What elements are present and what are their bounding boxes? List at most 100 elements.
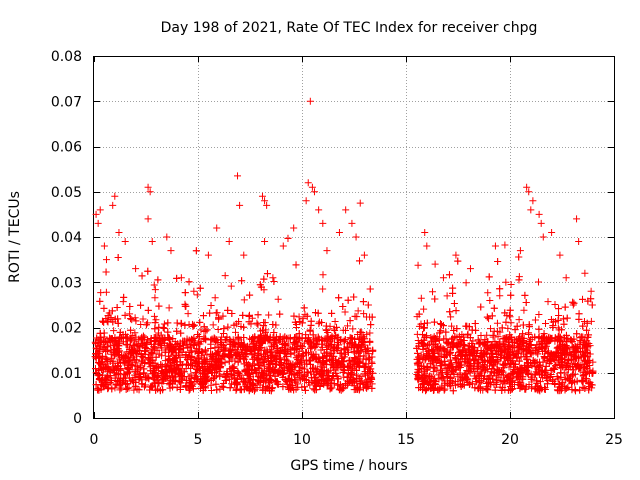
roti-point xyxy=(430,354,438,362)
roti-point xyxy=(216,372,224,380)
roti-point xyxy=(254,311,262,319)
roti-point xyxy=(212,380,220,388)
roti-point xyxy=(419,324,427,332)
roti-point xyxy=(483,350,491,358)
roti-point xyxy=(344,369,352,377)
roti-point xyxy=(527,350,535,358)
roti-point xyxy=(444,370,452,378)
roti-point xyxy=(248,365,256,373)
roti-point xyxy=(331,318,339,326)
roti-point xyxy=(224,323,232,331)
roti-point xyxy=(558,384,566,392)
roti-point xyxy=(429,363,437,371)
roti-point xyxy=(340,367,348,375)
roti-point xyxy=(583,326,591,334)
roti-point xyxy=(293,345,301,353)
roti-point xyxy=(525,329,533,337)
roti-point xyxy=(277,360,285,368)
roti-point xyxy=(114,319,122,327)
roti-point xyxy=(165,304,173,312)
roti-point xyxy=(450,327,458,335)
roti-point xyxy=(415,353,423,361)
roti-point xyxy=(156,335,164,343)
roti-point xyxy=(117,384,125,392)
roti-point xyxy=(302,349,310,357)
roti-point xyxy=(456,371,464,379)
roti-point xyxy=(439,345,447,353)
roti-point xyxy=(362,378,370,386)
roti-point xyxy=(420,305,428,313)
roti-point xyxy=(146,386,154,394)
roti-point xyxy=(308,343,316,351)
roti-point xyxy=(154,276,162,284)
roti-point xyxy=(518,383,526,391)
roti-point xyxy=(443,374,451,382)
roti-point xyxy=(131,371,139,379)
roti-point xyxy=(309,364,317,372)
roti-point xyxy=(454,257,462,265)
roti-point xyxy=(274,295,282,303)
roti-point xyxy=(277,346,285,354)
roti-point xyxy=(270,328,278,336)
roti-point xyxy=(536,369,544,377)
roti-point xyxy=(573,345,581,353)
y-tick-label: 0.04 xyxy=(51,230,82,246)
roti-point xyxy=(280,356,288,364)
roti-point xyxy=(273,344,281,352)
roti-point xyxy=(359,298,367,306)
roti-point xyxy=(302,356,310,364)
roti-point xyxy=(433,333,441,341)
roti-point xyxy=(112,337,120,345)
roti-point xyxy=(151,325,159,333)
roti-point xyxy=(186,343,194,351)
y-tick-label: 0.02 xyxy=(51,321,82,337)
roti-point xyxy=(469,364,477,372)
roti-point xyxy=(366,285,374,293)
roti-point xyxy=(246,379,254,387)
roti-point xyxy=(429,349,437,357)
roti-point xyxy=(354,307,362,315)
roti-point xyxy=(111,384,119,392)
roti-point xyxy=(144,319,152,327)
roti-point xyxy=(91,365,99,373)
roti-point xyxy=(290,370,298,378)
roti-point xyxy=(266,337,274,345)
roti-point xyxy=(193,291,201,299)
roti-point xyxy=(143,344,151,352)
roti-point xyxy=(501,379,509,387)
roti-point xyxy=(342,326,350,334)
roti-point xyxy=(109,348,117,356)
roti-point xyxy=(514,335,522,343)
roti-point xyxy=(240,340,248,348)
roti-point xyxy=(348,343,356,351)
x-tick-label: 15 xyxy=(397,432,415,448)
roti-point xyxy=(540,330,548,338)
roti-point xyxy=(218,341,226,349)
roti-point xyxy=(419,355,427,363)
roti-point xyxy=(92,344,100,352)
roti-point xyxy=(171,355,179,363)
roti-point xyxy=(560,320,568,328)
roti-point xyxy=(154,379,162,387)
roti-point xyxy=(430,318,438,326)
roti-point xyxy=(579,295,587,303)
roti-point xyxy=(564,359,572,367)
roti-point xyxy=(199,370,207,378)
roti-point xyxy=(254,321,262,329)
roti-point xyxy=(531,344,539,352)
roti-point xyxy=(326,385,334,393)
roti-point xyxy=(316,382,324,390)
roti-point xyxy=(139,354,147,362)
roti-point xyxy=(428,346,436,354)
roti-point xyxy=(488,349,496,357)
roti-point xyxy=(148,350,156,358)
roti-point xyxy=(474,347,482,355)
roti-point xyxy=(491,386,499,394)
roti-point xyxy=(173,274,181,282)
roti-point xyxy=(126,337,134,345)
roti-point xyxy=(532,368,540,376)
roti-point xyxy=(542,362,550,370)
roti-point xyxy=(110,369,118,377)
roti-point xyxy=(497,377,505,385)
